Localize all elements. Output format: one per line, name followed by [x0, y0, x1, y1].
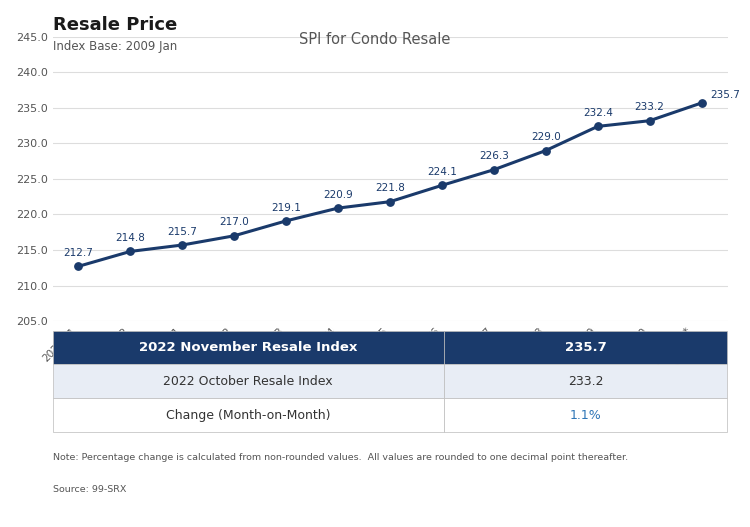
Text: Note: Percentage change is calculated from non-rounded values.  All values are r: Note: Percentage change is calculated fr…: [53, 453, 628, 462]
Text: 2022 November Resale Index: 2022 November Resale Index: [139, 341, 358, 354]
Text: Index Base: 2009 Jan: Index Base: 2009 Jan: [53, 40, 177, 53]
Text: 1.1%: 1.1%: [570, 409, 602, 422]
Point: [695, 99, 707, 107]
Point: [73, 262, 85, 270]
Text: Source: 99-SRX: Source: 99-SRX: [53, 485, 126, 494]
Point: [644, 116, 656, 125]
Text: 229.0: 229.0: [531, 132, 561, 142]
Text: 220.9: 220.9: [323, 190, 353, 200]
Text: 217.0: 217.0: [219, 218, 249, 228]
Text: 215.7: 215.7: [167, 227, 197, 237]
Text: 214.8: 214.8: [116, 233, 146, 243]
Text: 233.2: 233.2: [568, 375, 604, 388]
Text: 224.1: 224.1: [427, 167, 457, 177]
Text: SPI for Condo Resale: SPI for Condo Resale: [299, 32, 451, 46]
Text: 235.7: 235.7: [565, 341, 607, 354]
Text: 2022 October Resale Index: 2022 October Resale Index: [164, 375, 333, 388]
Point: [436, 181, 448, 190]
Point: [176, 241, 188, 249]
Point: [332, 204, 344, 212]
Text: 235.7: 235.7: [710, 90, 740, 100]
Text: 226.3: 226.3: [479, 151, 508, 161]
Point: [124, 247, 136, 256]
Text: 232.4: 232.4: [583, 108, 613, 118]
Text: 219.1: 219.1: [272, 202, 301, 212]
Point: [592, 122, 604, 131]
Point: [228, 231, 240, 240]
Text: 221.8: 221.8: [375, 183, 405, 193]
Text: 233.2: 233.2: [634, 102, 664, 112]
Point: [488, 165, 500, 174]
Point: [384, 198, 396, 206]
Point: [280, 217, 292, 225]
Text: Change (Month-on-Month): Change (Month-on-Month): [166, 409, 331, 422]
Text: 212.7: 212.7: [64, 248, 94, 258]
Point: [540, 147, 552, 155]
Text: Resale Price: Resale Price: [53, 16, 177, 34]
